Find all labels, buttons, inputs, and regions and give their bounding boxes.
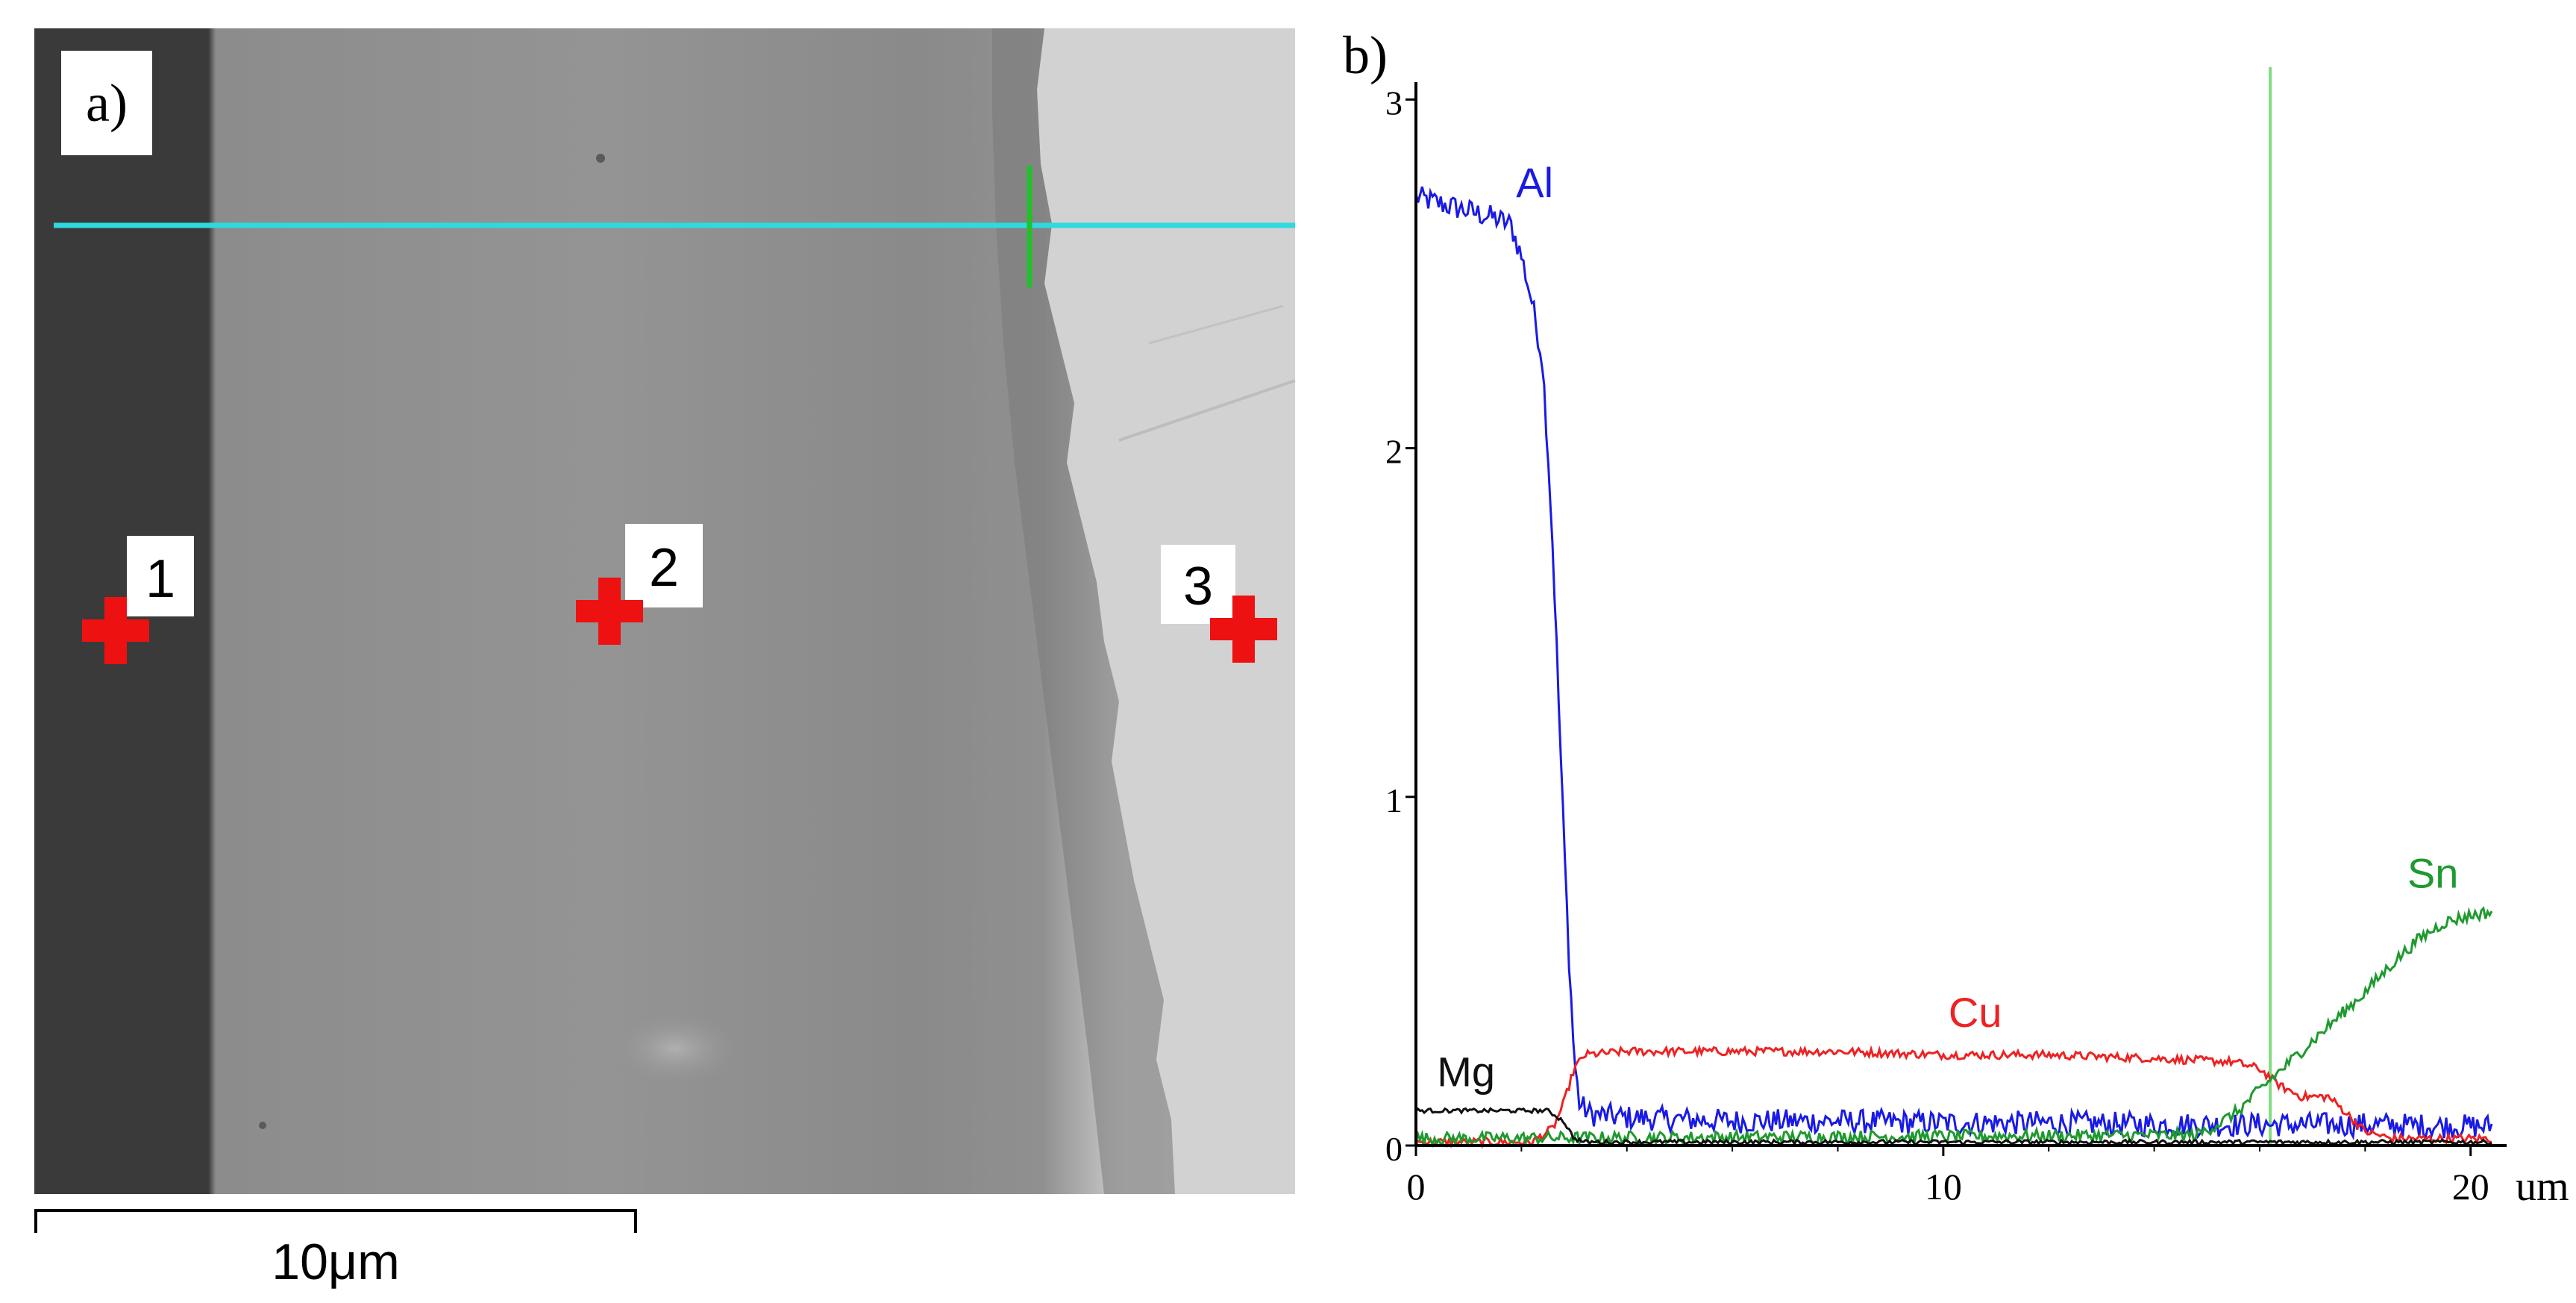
point-label-box <box>1161 545 1235 624</box>
scale-bar-line <box>34 1209 637 1233</box>
measurement-point-3: 3 <box>1161 545 1277 663</box>
measurement-point-2: 2 <box>576 524 703 645</box>
point-label-box <box>625 524 703 607</box>
point-label-1: 1 <box>145 549 175 609</box>
x-axis-unit-label: um <box>2516 1163 2569 1210</box>
panel-label-box <box>61 51 152 155</box>
y-tick-label: 1 <box>1385 781 1403 819</box>
y-tick-label: 3 <box>1385 84 1403 122</box>
measurement-point-1: 1 <box>82 536 194 664</box>
panel-label-b: b) <box>1343 25 1388 85</box>
series-label-cu: Cu <box>1949 989 2002 1036</box>
sem-panel: a) 1 2 3 10μm <box>34 28 1296 1290</box>
surface-feature <box>604 1007 746 1090</box>
eds-line-chart: b) 0 1 2 3 0 10 20 Al Cu Sn Mg um <box>1343 25 2569 1210</box>
scratch <box>1118 379 1296 442</box>
x-tick-label: 10 <box>1925 1166 1962 1207</box>
point-label-3: 3 <box>1183 557 1213 616</box>
series-label-mg: Mg <box>1437 1049 1495 1096</box>
series-label-al: Al <box>1516 159 1553 206</box>
point-marker-icon <box>82 597 149 664</box>
y-tick-label: 0 <box>1385 1130 1403 1168</box>
x-tick-label: 0 <box>1407 1166 1426 1207</box>
series-line-cu <box>1414 1044 2492 1149</box>
series-line-al <box>1414 186 2493 1141</box>
sem-image-svg: a) 1 2 3 10μm <box>34 28 1296 1290</box>
y-tick-label: 2 <box>1385 433 1403 471</box>
pore <box>259 1122 266 1129</box>
series-line-mg <box>1414 1107 2492 1146</box>
series-labels: Al Cu Sn Mg <box>1437 159 2458 1095</box>
scale-bar: 10μm <box>34 1209 637 1290</box>
panel-label-a: a) <box>86 73 128 133</box>
series-line-sn <box>1414 906 2493 1149</box>
pore <box>596 154 605 163</box>
scratch <box>1148 304 1284 345</box>
point-label-2: 2 <box>649 538 679 598</box>
x-tick-label: 20 <box>2452 1166 2489 1207</box>
eds-chart-panel: b) 0 1 2 3 0 10 20 Al Cu Sn Mg um <box>1313 0 2576 1299</box>
interface-band <box>992 28 1175 1194</box>
point-label-box <box>127 536 194 616</box>
axis-ticks: 0 1 2 3 0 10 20 <box>1385 84 2489 1207</box>
point-marker-icon <box>1210 596 1277 663</box>
scale-bar-label: 10μm <box>272 1234 399 1290</box>
point-marker-icon <box>576 578 643 645</box>
series-layer <box>1414 186 2493 1149</box>
series-label-sn: Sn <box>2407 849 2459 896</box>
